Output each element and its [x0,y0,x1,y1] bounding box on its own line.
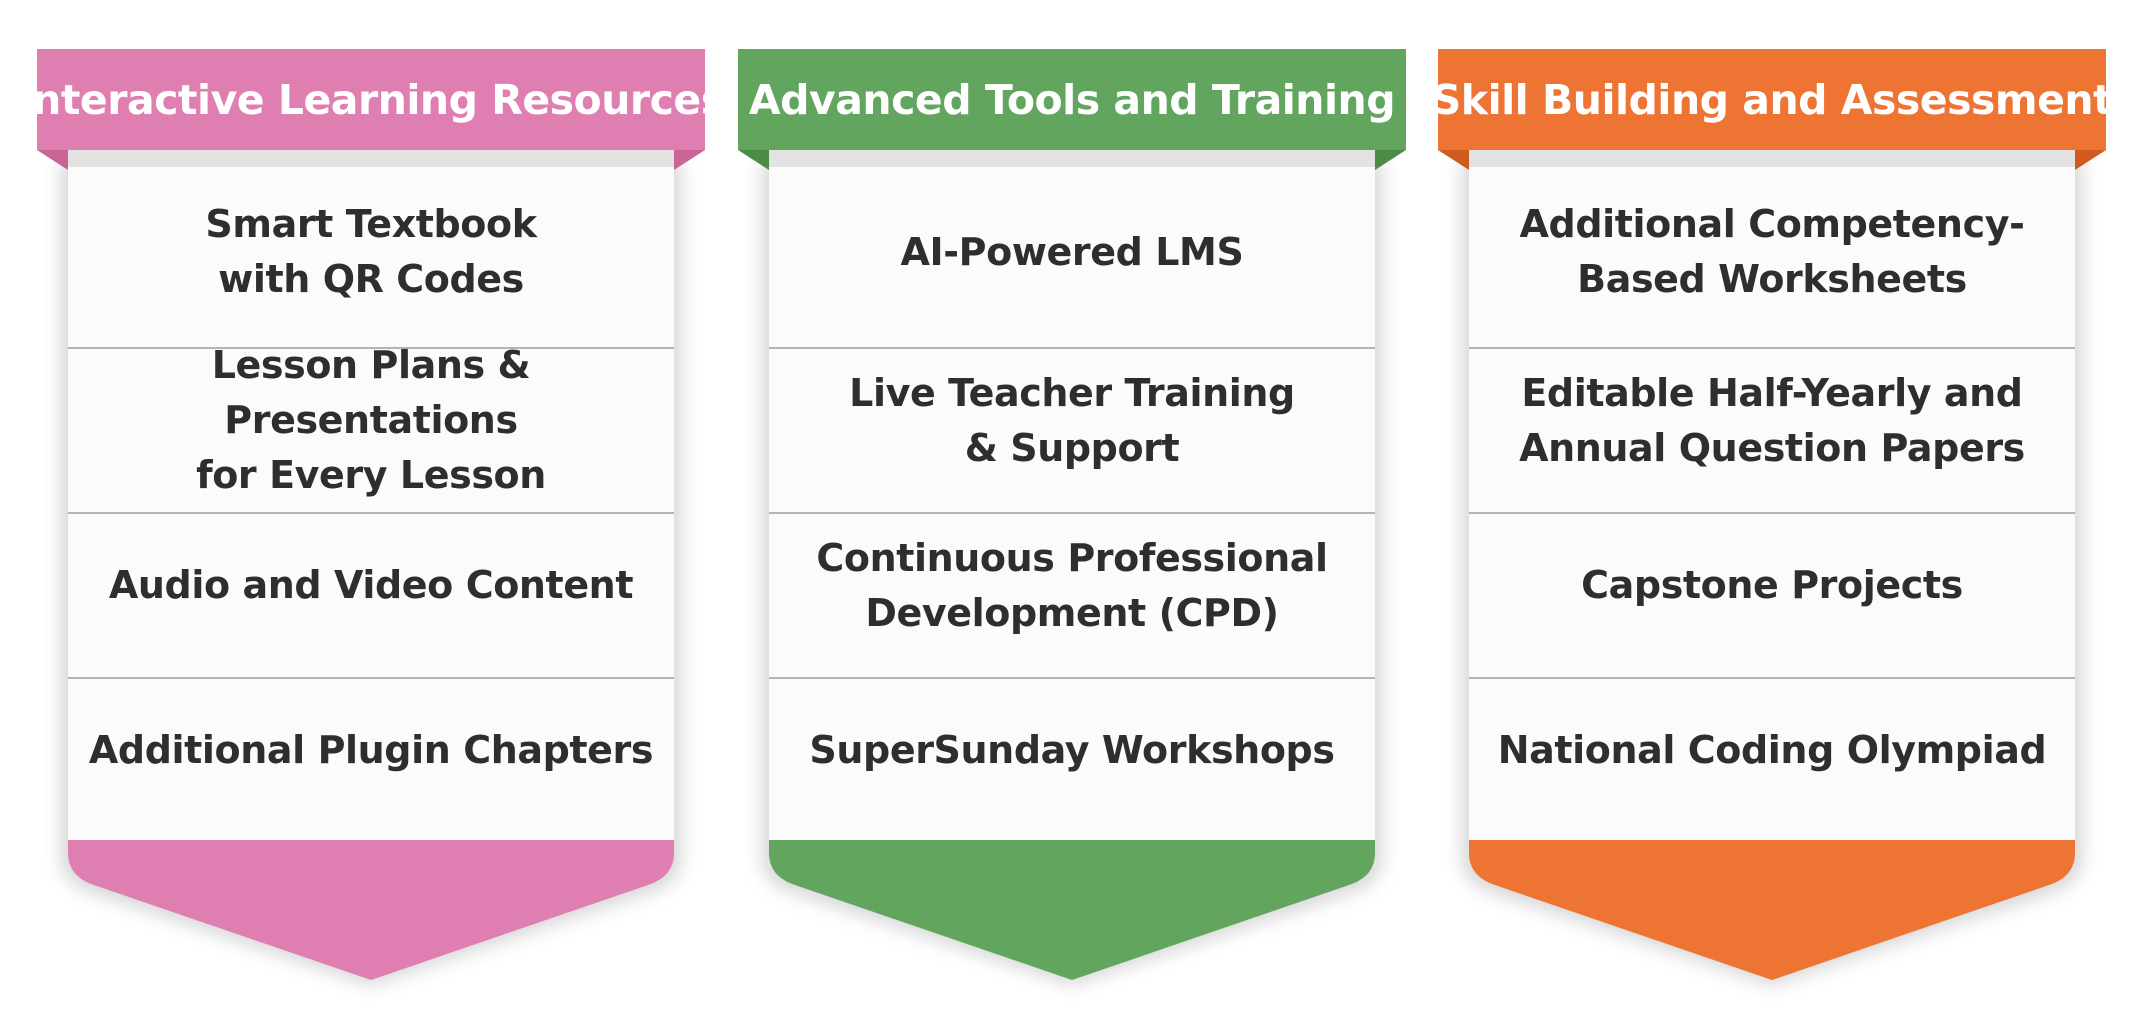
divider [769,512,1375,514]
list-item: Audio and Video Content [68,504,674,667]
ribbon-shadow-strip [769,150,1375,167]
item-label: Capstone Projects [1581,563,1963,607]
bottom-arrow [1469,838,2075,980]
list-item: Capstone Projects [1469,504,2075,667]
ribbon-fold-left [37,150,68,170]
header-ribbon [37,49,705,150]
column-skill-building-and-assessment: Skill Building and Assessment Additional… [1432,0,2113,1000]
item-label: AI-Powered LMS [900,229,1244,274]
list-item: Continuous Professional Development (CPD… [769,504,1375,667]
divider [1469,512,2075,514]
list-item: Additional Competency- Based Worksheets [1469,167,2075,337]
item-label: Audio and Video Content [108,563,634,607]
list-item: SuperSunday Workshops [769,669,1375,832]
items-card: Smart Textbook with QR Codes Lesson Plan… [68,150,674,840]
column-advanced-tools-and-training: Advanced Tools and Training AI-Powered L… [738,0,1406,1000]
header-ribbon [1438,49,2106,150]
column-interactive-learning-resources: Interactive Learning Resources Smart Tex… [17,0,725,1000]
list-item: National Coding Olympiad [1469,669,2075,832]
divider [1469,677,2075,679]
items-card: AI-Powered LMS Live Teacher Training & S… [769,150,1375,840]
item-label: Live Teacher Training & Support [849,370,1295,470]
ribbon-fold-right [674,150,705,170]
divider [769,347,1375,349]
column-title: Interactive Learning Resources [17,75,725,124]
divider [769,677,1375,679]
list-item: Additional Plugin Chapters [68,669,674,832]
list-item: Live Teacher Training & Support [769,339,1375,502]
list-item: Editable Half-Yearly and Annual Question… [1469,339,2075,502]
column-header: Interactive Learning Resources [17,49,725,150]
items-card: Additional Competency- Based Worksheets … [1469,150,2075,840]
bottom-arrow [769,838,1375,980]
divider [68,512,674,514]
column-header: Skill Building and Assessment [1432,49,2113,150]
divider [68,347,674,349]
divider [1469,347,2075,349]
list-item: Lesson Plans & Presentations for Every L… [68,339,674,502]
item-label: Lesson Plans & Presentations for Every L… [196,343,546,497]
item-label: SuperSunday Workshops [809,728,1335,772]
list-item: AI-Powered LMS [769,167,1375,337]
ribbon-fold-left [1438,150,1469,170]
item-label: Smart Textbook with QR Codes [205,202,537,301]
item-label: Continuous Professional Development (CPD… [816,535,1328,635]
ribbon-fold-right [2075,150,2106,170]
item-label: National Coding Olympiad [1497,728,2047,772]
item-label: Additional Plugin Chapters [88,728,654,772]
column-title: Advanced Tools and Training [748,75,1396,124]
ribbon-shadow-strip [1469,150,2075,167]
ribbon-fold-left [738,150,769,170]
divider [68,677,674,679]
ribbon-fold-right [1375,150,1406,170]
item-label: Additional Competency- Based Worksheets [1519,202,2025,301]
list-item: Smart Textbook with QR Codes [68,167,674,337]
column-title: Skill Building and Assessment [1431,75,2113,124]
bottom-arrow [68,838,674,980]
header-ribbon [738,49,1406,150]
ribbon-shadow-strip [68,150,674,167]
item-label: Editable Half-Yearly and Annual Question… [1519,370,2025,470]
column-header: Advanced Tools and Training [738,49,1406,150]
